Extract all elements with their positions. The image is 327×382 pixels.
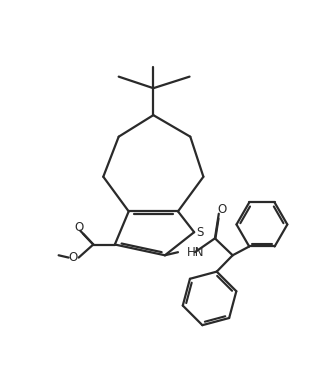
Text: O: O	[69, 251, 78, 264]
Text: S: S	[196, 226, 203, 239]
Text: HN: HN	[186, 246, 204, 259]
Text: O: O	[217, 203, 227, 216]
Text: O: O	[75, 221, 84, 234]
